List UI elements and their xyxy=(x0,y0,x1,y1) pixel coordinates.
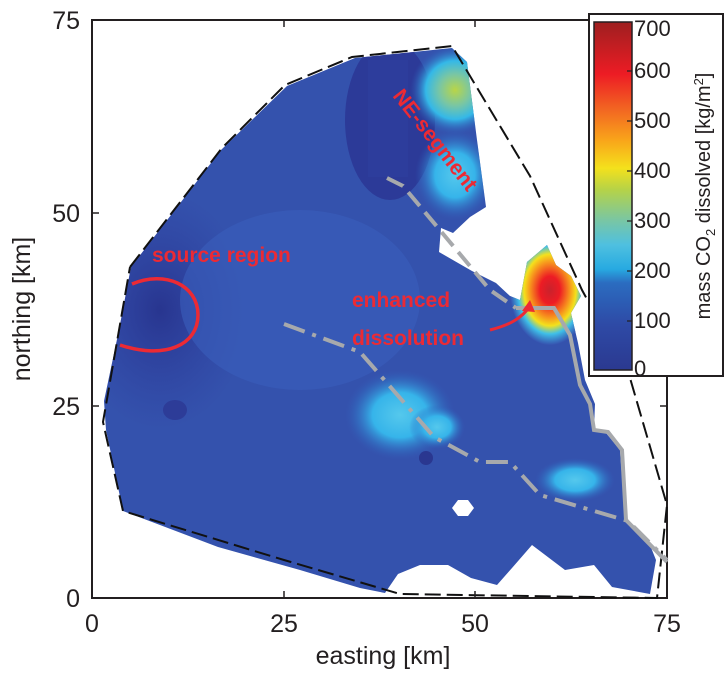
y-axis-title: northing [km] xyxy=(8,237,36,382)
y-tick-label: 75 xyxy=(52,7,80,35)
colorbar-tick-label: 500 xyxy=(634,108,671,133)
annotation-dissolution: dissolution xyxy=(352,327,464,350)
x-tick-label: 0 xyxy=(85,610,99,638)
colorbar-title: mass CO2 dissolved [kg/m2] xyxy=(691,73,718,320)
colorbar-tick-label: 700 xyxy=(634,16,671,41)
x-ticks xyxy=(91,20,668,598)
fault-dashdot xyxy=(283,322,669,562)
colorbar-tick-label: 0 xyxy=(634,356,646,381)
x-tick-label: 25 xyxy=(270,610,298,638)
source-region-outline xyxy=(119,276,200,353)
y-tick-label: 50 xyxy=(52,200,80,228)
ne-segment-dark-band xyxy=(368,60,408,177)
domain-boundary xyxy=(101,44,669,600)
y-tick-label: 0 xyxy=(66,585,80,613)
annotation-source-region: source region xyxy=(152,244,291,267)
fault-dashed-ne xyxy=(386,176,518,310)
y-ticks xyxy=(92,19,667,599)
colorbar: 0 100 200 300 400 500 600 700 mass CO2 d… xyxy=(588,13,724,381)
x-tick-label: 75 xyxy=(653,610,681,638)
y-tick-label: 25 xyxy=(52,393,80,421)
colorbar-tick-label: 600 xyxy=(634,58,671,83)
colorbar-tick-label: 200 xyxy=(634,258,671,283)
arrow-head-icon xyxy=(522,300,535,312)
colorbar-gradient xyxy=(593,21,633,371)
colorbar-tick-label: 400 xyxy=(634,158,671,183)
data-gap-hole xyxy=(452,500,474,516)
colorbar-tick-label: 300 xyxy=(634,208,671,233)
x-tick-label: 50 xyxy=(461,610,489,638)
fault-solid-east xyxy=(516,306,669,564)
annotation-enhanced: enhanced xyxy=(352,289,450,312)
colorbar-tick-label: 100 xyxy=(634,308,671,333)
x-axis-title: easting [km] xyxy=(316,642,451,670)
